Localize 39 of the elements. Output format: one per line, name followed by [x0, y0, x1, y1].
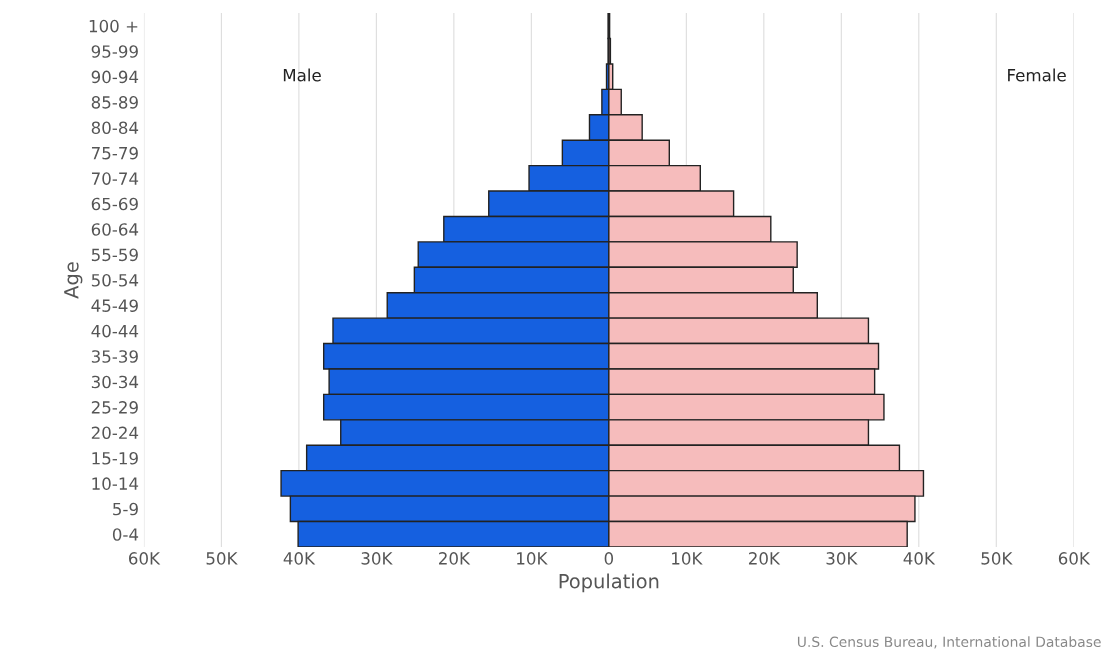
y-tick-label: 55-59 — [91, 248, 138, 262]
y-tick-label: 25-29 — [91, 401, 138, 414]
y-tick-label: 60-64 — [91, 223, 139, 236]
y-tick-label: 10-14 — [92, 477, 139, 490]
y-tick-label: 80-84 — [91, 121, 139, 135]
x-tick-label: 40K — [903, 552, 936, 565]
y-tick-label: 0-4 — [112, 528, 139, 541]
x-tick-label: 40K — [283, 552, 316, 565]
y-tick-label: 65-69 — [91, 197, 138, 211]
y-tick-label: 15-19 — [92, 451, 138, 465]
y-tick-label: 45-49 — [91, 299, 138, 312]
y-tick-label: 90-94 — [91, 70, 139, 84]
y-tick-label: 95-99 — [91, 45, 138, 58]
x-axis-title: Population — [559, 573, 659, 593]
y-tick-label: 5-9 — [113, 502, 138, 516]
x-tick-label: 10K — [672, 552, 703, 565]
x-tick-label: 20K — [748, 552, 781, 565]
y-tick-label: 75-79 — [91, 146, 138, 160]
x-tick-label: 30K — [826, 552, 858, 565]
y-tick-label: 85-89 — [91, 96, 138, 109]
x-tick-label: 30K — [361, 552, 393, 565]
y-axis-title: Age — [64, 262, 83, 299]
text: Male — [283, 68, 321, 82]
x-tick-label: 50K — [981, 552, 1013, 565]
x-tick-label: 10K — [517, 552, 548, 565]
y-tick-label: 70-74 — [91, 172, 139, 185]
x-tick-label: 0 — [604, 552, 614, 565]
text: Female — [1008, 68, 1066, 82]
y-tick-label: 30-34 — [91, 375, 139, 389]
x-tick-label: 60K — [1058, 552, 1091, 565]
x-tick-label: 60K — [129, 552, 161, 565]
y-tick-label: 20-24 — [91, 426, 139, 440]
y-tick-label: 100 + — [89, 19, 138, 33]
y-tick-label: 40-44 — [91, 324, 139, 338]
y-tick-label: 35-39 — [91, 350, 138, 363]
text: U.S. Census Bureau, International Database — [797, 636, 1101, 649]
x-tick-label: 50K — [206, 552, 238, 565]
y-tick-label: 50-54 — [91, 273, 139, 287]
x-tick-label: 20K — [439, 552, 471, 565]
